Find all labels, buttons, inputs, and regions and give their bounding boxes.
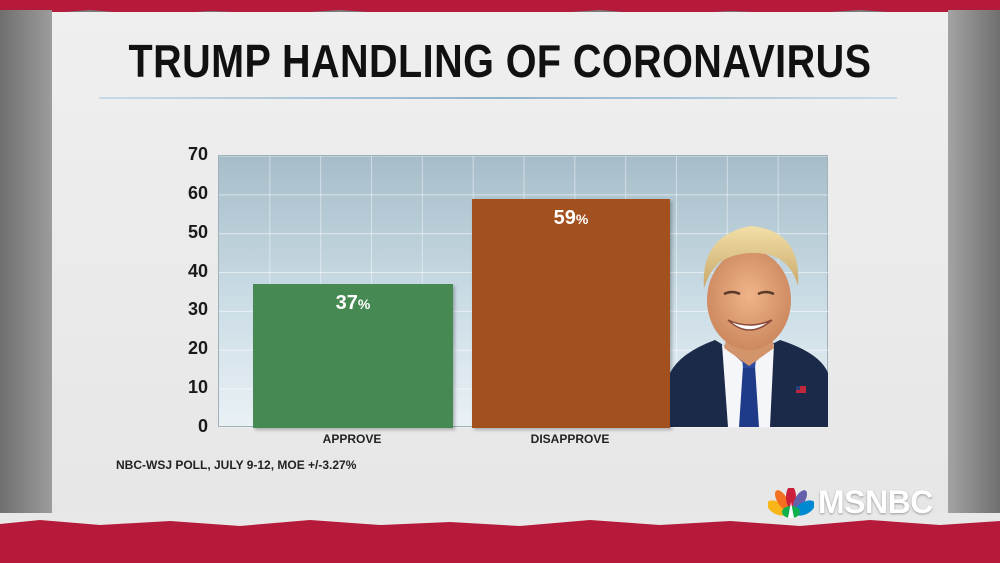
y-tick-label: 0	[197, 416, 208, 436]
y-tick-label: 30	[187, 299, 208, 320]
left-backdrop	[0, 10, 52, 530]
peacock-icon	[768, 487, 814, 518]
bar-value-label-approve: 37%	[335, 292, 371, 315]
bottom-decorative-band	[0, 513, 1000, 563]
y-tick-label: 20	[187, 338, 208, 359]
y-tick-label: 60	[187, 182, 208, 203]
brand-name: MSNBC	[818, 484, 933, 520]
bar-approve: 37%	[253, 284, 453, 428]
chart-title: TRUMP HANDLING OF CORONAVIRUS	[128, 35, 872, 87]
y-tick-label: 10	[187, 377, 208, 398]
x-label-approve: APPROVE	[322, 432, 382, 446]
x-label-disapprove: DISAPPROVE	[530, 432, 610, 446]
y-tick-label: 70	[187, 144, 208, 164]
y-tick-label: 40	[187, 260, 208, 281]
bar-value-label-disapprove: 59%	[553, 206, 589, 229]
bar-disapprove: 59%	[472, 198, 670, 428]
msnbc-logo: MSNBC	[768, 484, 933, 521]
source-note: NBC-WSJ POLL, JULY 9-12, MOE +/-3.27%	[116, 458, 357, 472]
portrait-photo	[670, 208, 828, 427]
title-divider	[99, 97, 897, 99]
y-tick-label: 50	[187, 221, 208, 242]
right-backdrop	[948, 10, 1000, 530]
